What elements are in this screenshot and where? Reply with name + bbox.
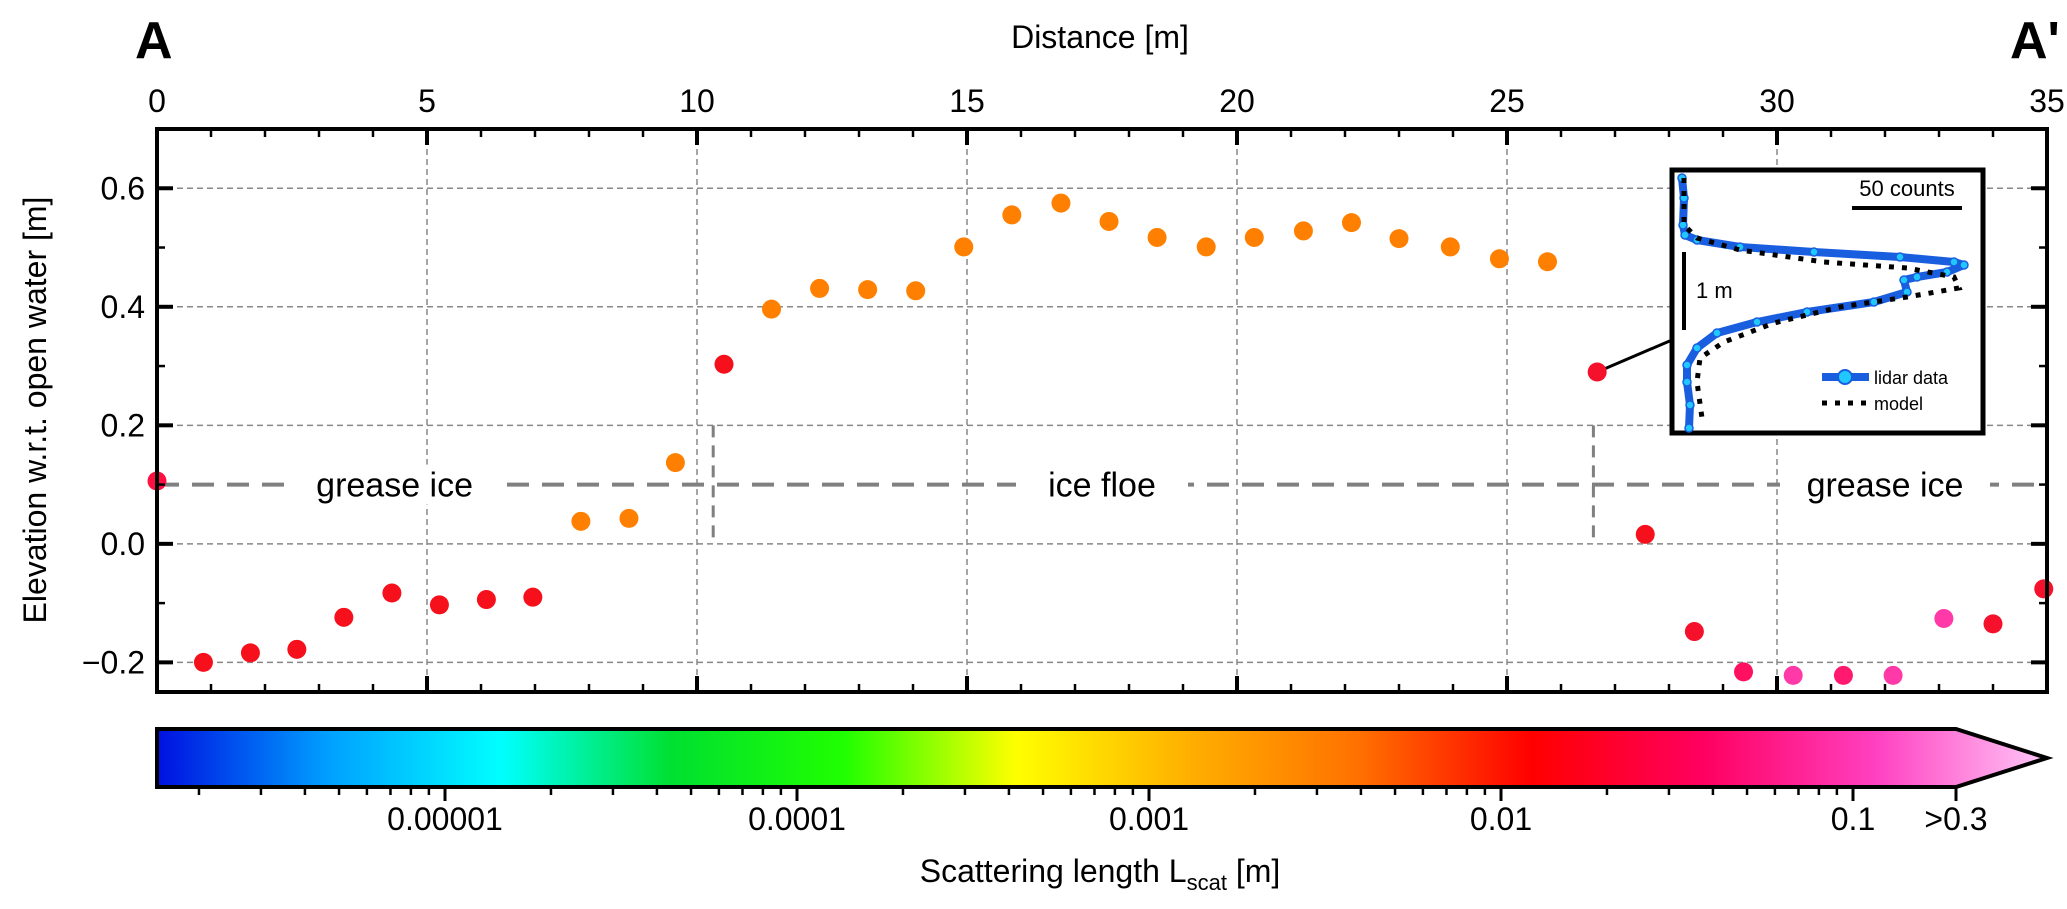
phase-label: ice floe — [1048, 467, 1156, 505]
data-point — [240, 643, 260, 663]
data-point — [1983, 614, 2003, 634]
data-point — [954, 237, 974, 257]
y-tick-label: 0.4 — [101, 289, 145, 325]
y-tick-label: 0.2 — [101, 407, 145, 443]
y-axis-title: Elevation w.r.t. open water [m] — [17, 197, 53, 624]
data-point — [1341, 213, 1361, 233]
data-point — [1635, 524, 1655, 544]
colorbar-tick-label: 0.1 — [1831, 801, 1875, 837]
y-tick-label: 0.6 — [101, 170, 145, 206]
legend-lidar-label: lidar data — [1874, 368, 1949, 388]
y-tick-label: −0.2 — [82, 644, 145, 680]
data-point — [1587, 362, 1607, 382]
colorbar-title-main: Scattering length L — [920, 853, 1187, 889]
x-tick-label: 0 — [148, 83, 166, 119]
x-tick-label: 30 — [1759, 83, 1795, 119]
phase-label: grease ice — [1807, 467, 1964, 505]
data-point — [1883, 665, 1903, 685]
data-point — [1440, 237, 1460, 257]
data-point — [2034, 579, 2054, 599]
lidar-data-marker — [1899, 275, 1909, 285]
legend-lidar-marker — [1837, 369, 1853, 385]
x-tick-label: 25 — [1489, 83, 1525, 119]
inset-frame — [1669, 167, 1986, 436]
lidar-data-marker — [1678, 220, 1688, 230]
phase-label-background — [1780, 464, 1990, 505]
data-point — [1783, 665, 1803, 685]
lidar-data-marker — [1895, 252, 1905, 262]
colorbar-tick-label: 0.001 — [1109, 801, 1189, 837]
data-point — [476, 590, 496, 610]
lidar-data-marker — [1949, 257, 1959, 267]
data-point — [1293, 221, 1313, 241]
colorbar-title: Scattering length Lscat [m] — [920, 853, 1281, 895]
data-point — [523, 587, 543, 607]
data-point — [1099, 211, 1119, 231]
lidar-data-marker — [1685, 400, 1695, 410]
colorbar-title-subscript: scat — [1187, 870, 1227, 895]
data-point — [193, 652, 213, 672]
data-point — [429, 595, 449, 615]
inset-leader-line — [1596, 338, 1673, 374]
colorbar-title-unit: [m] — [1227, 853, 1280, 889]
x-tick-label: 5 — [418, 83, 436, 119]
data-point — [1684, 622, 1704, 642]
data-point — [714, 354, 734, 374]
lidar-data-marker — [1682, 360, 1692, 370]
colorbar — [155, 727, 2054, 789]
plot-frame — [155, 127, 2049, 694]
colorbar-tick-label: 0.0001 — [748, 801, 846, 837]
data-point — [1196, 237, 1216, 257]
height-scale-label: 1 m — [1696, 278, 1733, 303]
colorbar-tick-label: 0.00001 — [387, 801, 503, 837]
section-start-label: A — [135, 12, 173, 70]
x-tick-label: 35 — [2029, 83, 2065, 119]
data-point — [1002, 205, 1022, 225]
x-tick-label: 10 — [679, 83, 715, 119]
colorbar-tick-label: >0.3 — [1924, 801, 1987, 837]
legend-model-label: model — [1874, 394, 1923, 414]
data-point — [858, 280, 878, 300]
x-tick-label: 15 — [949, 83, 985, 119]
data-point — [1147, 227, 1167, 247]
data-point — [1538, 252, 1557, 272]
y-tick-label: 0.0 — [101, 526, 145, 562]
lidar-data-marker — [1809, 247, 1819, 257]
data-point — [906, 281, 926, 301]
data-point — [619, 508, 639, 528]
data-point — [1244, 227, 1264, 247]
phase-label-background — [289, 464, 500, 505]
model-line — [1681, 178, 1963, 419]
lidar-data-marker — [1959, 260, 1969, 270]
lidar-data-marker — [1712, 328, 1722, 338]
data-point — [810, 278, 830, 298]
counts-scale-label: 50 counts — [1859, 176, 1954, 201]
lidar-data-marker — [1684, 423, 1694, 433]
x-axis-title: Distance [m] — [1011, 19, 1189, 55]
data-point — [1833, 665, 1853, 685]
lidar-data-marker — [1912, 272, 1922, 282]
x-tick-label: 20 — [1219, 83, 1255, 119]
data-point — [762, 299, 782, 319]
lidar-data-marker — [1682, 377, 1692, 387]
phase-label: grease ice — [316, 467, 473, 505]
lidar-data-marker — [1692, 343, 1702, 353]
section-end-label: A' — [2010, 12, 2060, 70]
data-point — [1734, 662, 1754, 682]
data-point — [665, 453, 685, 473]
data-point — [334, 607, 354, 627]
data-point — [1489, 249, 1509, 269]
data-point — [382, 583, 402, 603]
lidar-data-marker — [1752, 317, 1762, 327]
lidar-data-marker — [1680, 230, 1690, 240]
data-point — [1389, 229, 1409, 249]
data-point — [1051, 193, 1071, 213]
phase-label-background — [1016, 464, 1188, 505]
lidar-data-marker — [1869, 297, 1879, 307]
colorbar-tick-label: 0.01 — [1470, 801, 1532, 837]
data-point — [287, 639, 307, 659]
data-point — [571, 511, 591, 531]
data-point — [1934, 609, 1954, 629]
